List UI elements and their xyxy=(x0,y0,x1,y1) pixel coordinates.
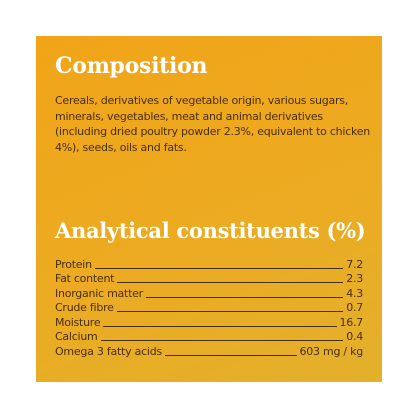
constituent-name: Fat content xyxy=(55,272,115,285)
constituent-name: Calcium xyxy=(55,330,98,343)
constituent-row-omega-3: Omega 3 fatty acids 603 mg / kg xyxy=(55,343,363,358)
constituent-row-protein: Protein 7.2 xyxy=(55,256,363,271)
leader-line xyxy=(116,311,344,312)
constituent-row-inorganic-matter: Inorganic matter 4.3 xyxy=(55,285,363,300)
analytical-table: Protein 7.2 Fat content 2.3 Inorganic ma… xyxy=(55,256,363,358)
constituent-value: 603 mg / kg xyxy=(299,344,364,358)
constituent-value: 7.2 xyxy=(346,257,363,271)
constituent-value: 4.3 xyxy=(346,286,363,300)
constituent-row-crude-fibre: Crude fibre 0.7 xyxy=(55,300,363,315)
constituent-value: 0.4 xyxy=(346,330,363,343)
leader-line xyxy=(94,267,344,269)
constituent-name: Omega 3 fatty acids xyxy=(55,344,162,358)
constituent-name: Moisture xyxy=(55,315,101,329)
leader-line xyxy=(117,282,344,283)
constituent-name: Crude fibre xyxy=(55,301,114,314)
leader-line xyxy=(164,354,297,356)
leader-line xyxy=(100,340,344,341)
nutrition-panel: Composition Cereals, derivatives of vege… xyxy=(36,36,382,382)
constituent-value: 2.3 xyxy=(346,272,363,285)
constituent-name: Inorganic matter xyxy=(55,286,143,300)
constituent-value: 16.7 xyxy=(339,315,364,329)
composition-heading: Composition xyxy=(55,53,208,79)
analytical-heading: Analytical constituents (%) xyxy=(55,218,366,243)
constituent-value: 0.7 xyxy=(346,301,363,314)
constituent-row-moisture: Moisture 16.7 xyxy=(55,314,363,329)
constituent-row-fat-content: Fat content 2.3 xyxy=(55,271,363,286)
leader-line xyxy=(103,325,337,327)
constituent-row-calcium: Calcium 0.4 xyxy=(55,329,363,344)
constituent-name: Protein xyxy=(55,257,92,271)
composition-text: Cereals, derivatives of vegetable origin… xyxy=(55,94,370,154)
leader-line xyxy=(145,296,344,298)
